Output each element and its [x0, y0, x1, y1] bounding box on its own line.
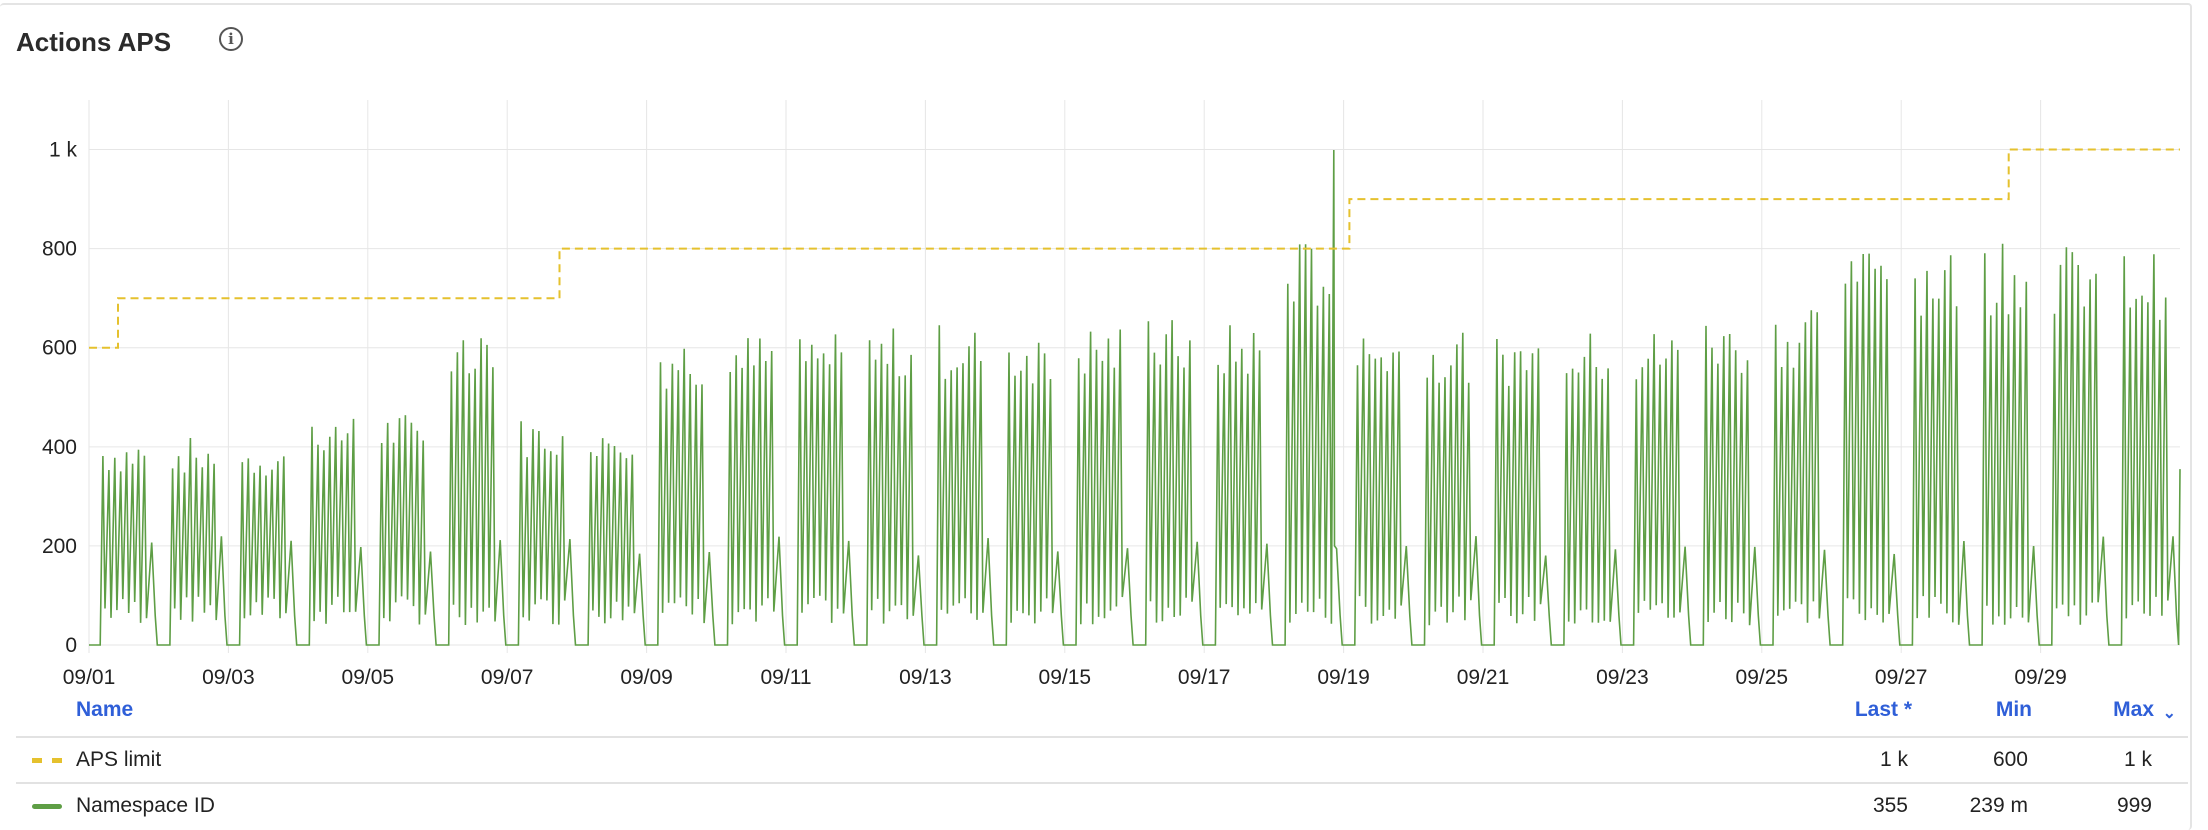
chart-panel: Actions APS i — [0, 3, 2192, 830]
x-tick-label: 09/29 — [2014, 666, 2067, 689]
y-tick-label: 800 — [42, 238, 77, 261]
legend-header-last[interactable]: Last * — [1854, 698, 1912, 721]
x-tick-label: 09/01 — [63, 666, 116, 689]
x-tick-label: 09/21 — [1457, 666, 1510, 689]
x-tick-label: 09/11 — [761, 666, 812, 689]
series-line-namespace-id — [89, 149, 2181, 646]
max-value: 1 k — [2123, 748, 2152, 771]
chart-plot: 0 200 400 600 800 1 k 09/01 09/03 09/05 09/07 09/0… — [42, 100, 2181, 689]
series-name: Namespace ID — [76, 794, 215, 817]
last-value: 355 — [1872, 794, 1908, 817]
x-tick-label: 09/19 — [1317, 666, 1370, 689]
legend-header-min[interactable]: Min — [1995, 698, 2032, 721]
y-tick-label: 200 — [42, 535, 77, 558]
info-circle-icon[interactable]: i — [219, 27, 243, 51]
max-value: 999 — [2116, 794, 2152, 817]
x-tick-label: 09/15 — [1039, 666, 1092, 689]
solid-line-swatch-icon — [32, 804, 62, 809]
x-tick-label: 09/25 — [1736, 666, 1789, 689]
series-line-aps-limit — [89, 148, 2180, 349]
x-tick-label: 09/17 — [1178, 666, 1231, 689]
min-value: 239 m — [1969, 794, 2028, 817]
y-tick-label: 0 — [65, 634, 77, 657]
x-tick-label: 09/05 — [342, 666, 395, 689]
legend-header-name[interactable]: Name — [76, 698, 134, 721]
y-tick-label: 1 k — [49, 139, 78, 162]
dashed-line-swatch-icon — [32, 758, 62, 763]
x-tick-label: 09/27 — [1875, 666, 1928, 689]
x-tick-label: 09/07 — [481, 666, 534, 689]
chevron-down-icon[interactable]: ⌄ — [2162, 705, 2176, 722]
y-tick-label: 600 — [42, 337, 77, 360]
x-tick-label: 09/03 — [202, 666, 255, 689]
panel-title: Actions APS — [16, 27, 172, 57]
x-tick-label: 09/23 — [1596, 666, 1649, 689]
x-tick-label: 09/13 — [899, 666, 952, 689]
last-value: 1 k — [1879, 748, 1908, 771]
legend-row-aps-limit[interactable]: APS limit 1 k 600 1 k — [16, 736, 2188, 784]
legend-header-max[interactable]: Max — [2113, 698, 2154, 721]
min-value: 600 — [1992, 748, 2028, 771]
y-tick-label: 400 — [42, 436, 77, 459]
x-tick-label: 09/09 — [620, 666, 673, 689]
series-name: APS limit — [76, 748, 162, 771]
legend-row-namespace-id[interactable]: Namespace ID 355 239 m 999 — [16, 782, 2188, 830]
